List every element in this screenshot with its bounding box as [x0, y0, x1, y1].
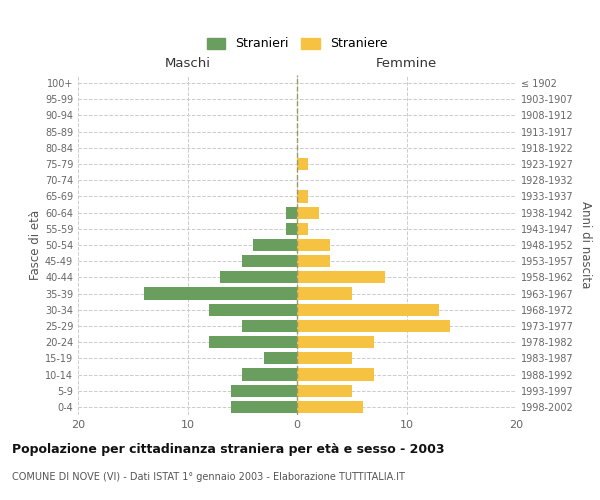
Bar — [209, 304, 297, 316]
Text: Popolazione per cittadinanza straniera per età e sesso - 2003: Popolazione per cittadinanza straniera p… — [12, 442, 445, 456]
Bar — [297, 288, 352, 300]
Bar — [144, 288, 297, 300]
Bar — [297, 222, 308, 235]
Text: COMUNE DI NOVE (VI) - Dati ISTAT 1° gennaio 2003 - Elaborazione TUTTITALIA.IT: COMUNE DI NOVE (VI) - Dati ISTAT 1° genn… — [12, 472, 405, 482]
Bar — [253, 239, 297, 251]
Bar — [232, 401, 297, 413]
Bar — [286, 222, 297, 235]
Bar — [242, 320, 297, 332]
Legend: Stranieri, Straniere: Stranieri, Straniere — [203, 34, 391, 54]
Bar — [220, 272, 297, 283]
Bar — [242, 368, 297, 380]
Bar — [297, 320, 450, 332]
Bar — [297, 158, 308, 170]
Bar — [297, 190, 308, 202]
Bar — [297, 255, 330, 268]
Bar — [297, 206, 319, 218]
Y-axis label: Anni di nascita: Anni di nascita — [579, 202, 592, 288]
Bar — [297, 304, 439, 316]
Bar — [297, 384, 352, 397]
Bar — [209, 336, 297, 348]
Text: Maschi: Maschi — [164, 57, 211, 70]
Bar — [297, 352, 352, 364]
Y-axis label: Fasce di età: Fasce di età — [29, 210, 42, 280]
Text: Femmine: Femmine — [376, 57, 437, 70]
Bar — [297, 336, 374, 348]
Bar — [286, 206, 297, 218]
Bar — [297, 368, 374, 380]
Bar — [232, 384, 297, 397]
Bar — [297, 401, 362, 413]
Bar — [297, 272, 385, 283]
Bar — [297, 239, 330, 251]
Bar — [242, 255, 297, 268]
Bar — [264, 352, 297, 364]
